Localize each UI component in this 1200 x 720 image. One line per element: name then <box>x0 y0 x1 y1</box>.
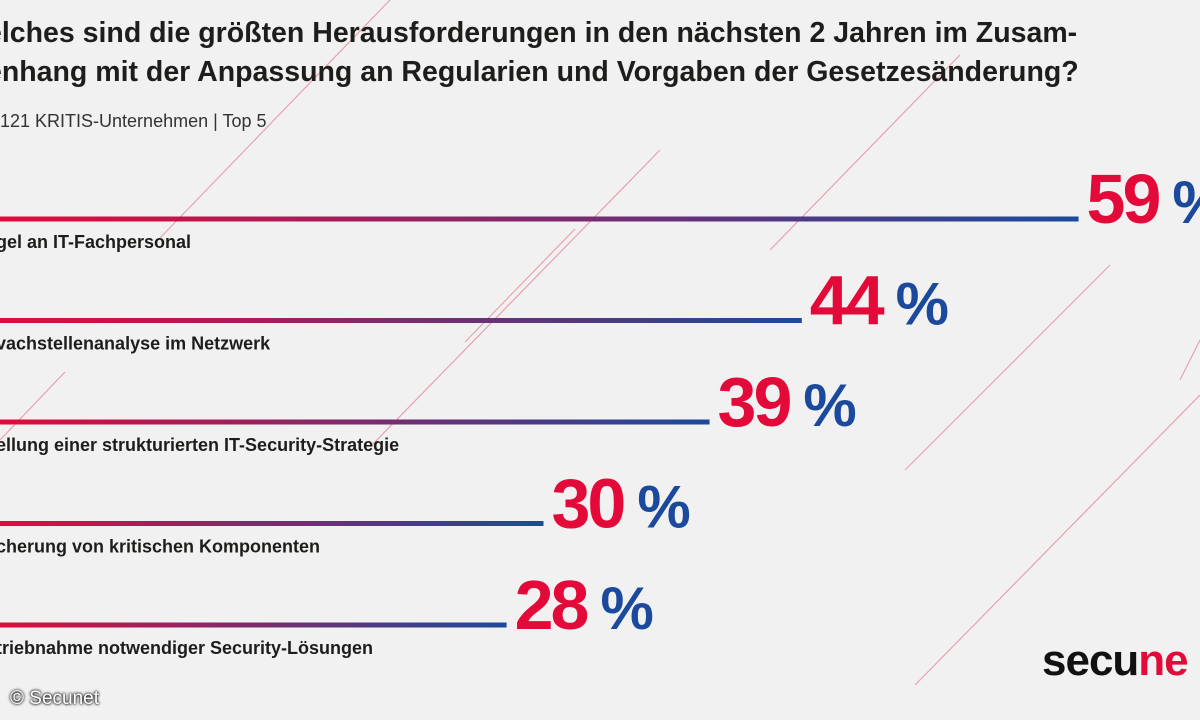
value-unit-5: % <box>600 575 653 642</box>
value-label-3: 39% <box>718 363 857 441</box>
bar-label-3: ellung einer strukturierten IT-Security-… <box>0 435 399 455</box>
value-label-5: 28% <box>515 566 654 644</box>
value-label-1: 59% <box>1087 160 1200 238</box>
bar-label-1: gel an IT-Fachpersonal <box>0 232 191 252</box>
bar-label-2: vachstellenanalyse im Netzwerk <box>0 334 271 354</box>
bar-2 <box>0 318 802 323</box>
value-unit-4: % <box>637 474 690 541</box>
bar-3 <box>0 419 710 425</box>
value-number-5: 28 <box>515 566 588 644</box>
value-number-2: 44 <box>810 262 885 340</box>
logo-text-accent: ne <box>1138 636 1188 685</box>
bar-label-4: cherung von kritischen Komponenten <box>0 537 320 557</box>
logo-text-main: secu <box>1042 636 1139 685</box>
bar-4 <box>0 521 544 526</box>
value-label-2: 44% <box>810 262 949 340</box>
value-number-3: 39 <box>718 363 791 441</box>
chart-title-line-2: enhang mit der Anpassung an Regularien u… <box>0 56 1079 88</box>
value-number-1: 59 <box>1087 160 1160 238</box>
secunet-logo: secune <box>1042 636 1189 686</box>
bar-label-5: triebnahme notwendiger Security-Lösungen <box>0 638 373 658</box>
value-unit-3: % <box>803 372 856 439</box>
value-unit-2: % <box>896 271 949 338</box>
chart-title: elches sind die größten Herausforderunge… <box>0 14 1200 92</box>
bar-5 <box>0 622 507 628</box>
chart-title-line-1: elches sind die größten Herausforderunge… <box>0 17 1078 49</box>
value-number-4: 30 <box>552 465 625 543</box>
value-unit-1: % <box>1172 169 1200 236</box>
image-credit: © Secunet <box>10 688 99 709</box>
value-label-4: 30% <box>552 465 691 543</box>
chart-subtitle: : 121 KRITIS-Unternehmen | Top 5 <box>0 111 267 131</box>
bar-1 <box>0 216 1079 222</box>
